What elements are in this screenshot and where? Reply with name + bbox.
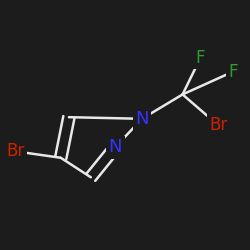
Text: F: F: [228, 63, 238, 81]
Text: Br: Br: [6, 142, 25, 160]
Text: N: N: [135, 110, 149, 128]
Text: F: F: [196, 49, 205, 67]
Text: N: N: [108, 138, 122, 156]
Text: Br: Br: [209, 116, 228, 134]
